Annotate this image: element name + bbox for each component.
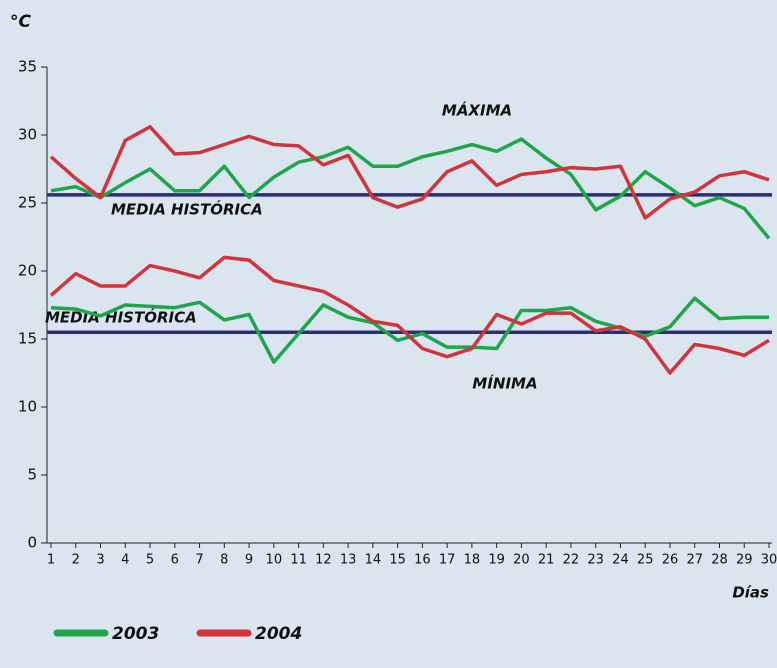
x-tick-label: 7 (195, 553, 203, 568)
x-tick-label: 21 (538, 553, 555, 568)
x-tick-label: 3 (96, 553, 104, 568)
y-tick-label: 10 (18, 398, 37, 416)
series-line (50, 137, 771, 240)
x-tick-label: 24 (612, 553, 629, 568)
y-axis-label: °C (10, 12, 32, 32)
x-tick-label: 26 (662, 553, 679, 568)
x-tick-label: 8 (220, 553, 228, 568)
legend-label: 2004 (255, 624, 302, 644)
x-tick-label: 27 (686, 553, 703, 568)
x-tick-label: 29 (736, 553, 753, 568)
x-tick-label: 5 (146, 553, 154, 568)
x-tick-label: 17 (439, 553, 456, 568)
y-tick-label: 0 (27, 534, 37, 552)
annotation: MÁXIMA (442, 101, 512, 120)
x-tick-label: 15 (389, 553, 406, 568)
legend-label: 2003 (112, 624, 159, 644)
x-tick-label: 9 (245, 553, 253, 568)
x-tick-label: 16 (414, 553, 431, 568)
x-tick-label: 14 (365, 553, 382, 568)
x-axis-label: Días (732, 584, 769, 602)
reference-label: MEDIA HISTÓRICA (111, 199, 263, 218)
series-line (49, 125, 770, 220)
x-tick-label: 10 (266, 553, 283, 568)
x-tick-label: 28 (711, 553, 728, 568)
annotation: MÍNIMA (472, 374, 537, 393)
x-tick-label: 6 (171, 553, 179, 568)
x-tick-label: 12 (315, 553, 332, 568)
y-tick-label: 15 (18, 330, 37, 348)
x-tick-label: 22 (563, 553, 580, 568)
x-tick-label: 13 (340, 553, 357, 568)
x-tick-label: 2 (72, 553, 80, 568)
y-tick-label: 25 (18, 194, 37, 212)
x-tick-label: 23 (587, 553, 604, 568)
y-tick-label: 20 (18, 262, 37, 280)
x-tick-label: 1 (47, 553, 55, 568)
series-line (49, 255, 770, 375)
y-tick-label: 35 (18, 58, 37, 76)
y-tick-label: 5 (27, 466, 37, 484)
x-tick-label: 19 (488, 553, 505, 568)
y-tick-label: 30 (18, 126, 37, 144)
x-tick-label: 25 (637, 553, 654, 568)
x-tick-label: 11 (290, 553, 307, 568)
reference-label: MEDIA HISTÓRICA (45, 308, 197, 327)
x-tick-label: 4 (121, 553, 129, 568)
x-tick-label: 18 (464, 553, 481, 568)
x-tick-label: 30 (761, 553, 777, 568)
x-tick-label: 20 (513, 553, 530, 568)
